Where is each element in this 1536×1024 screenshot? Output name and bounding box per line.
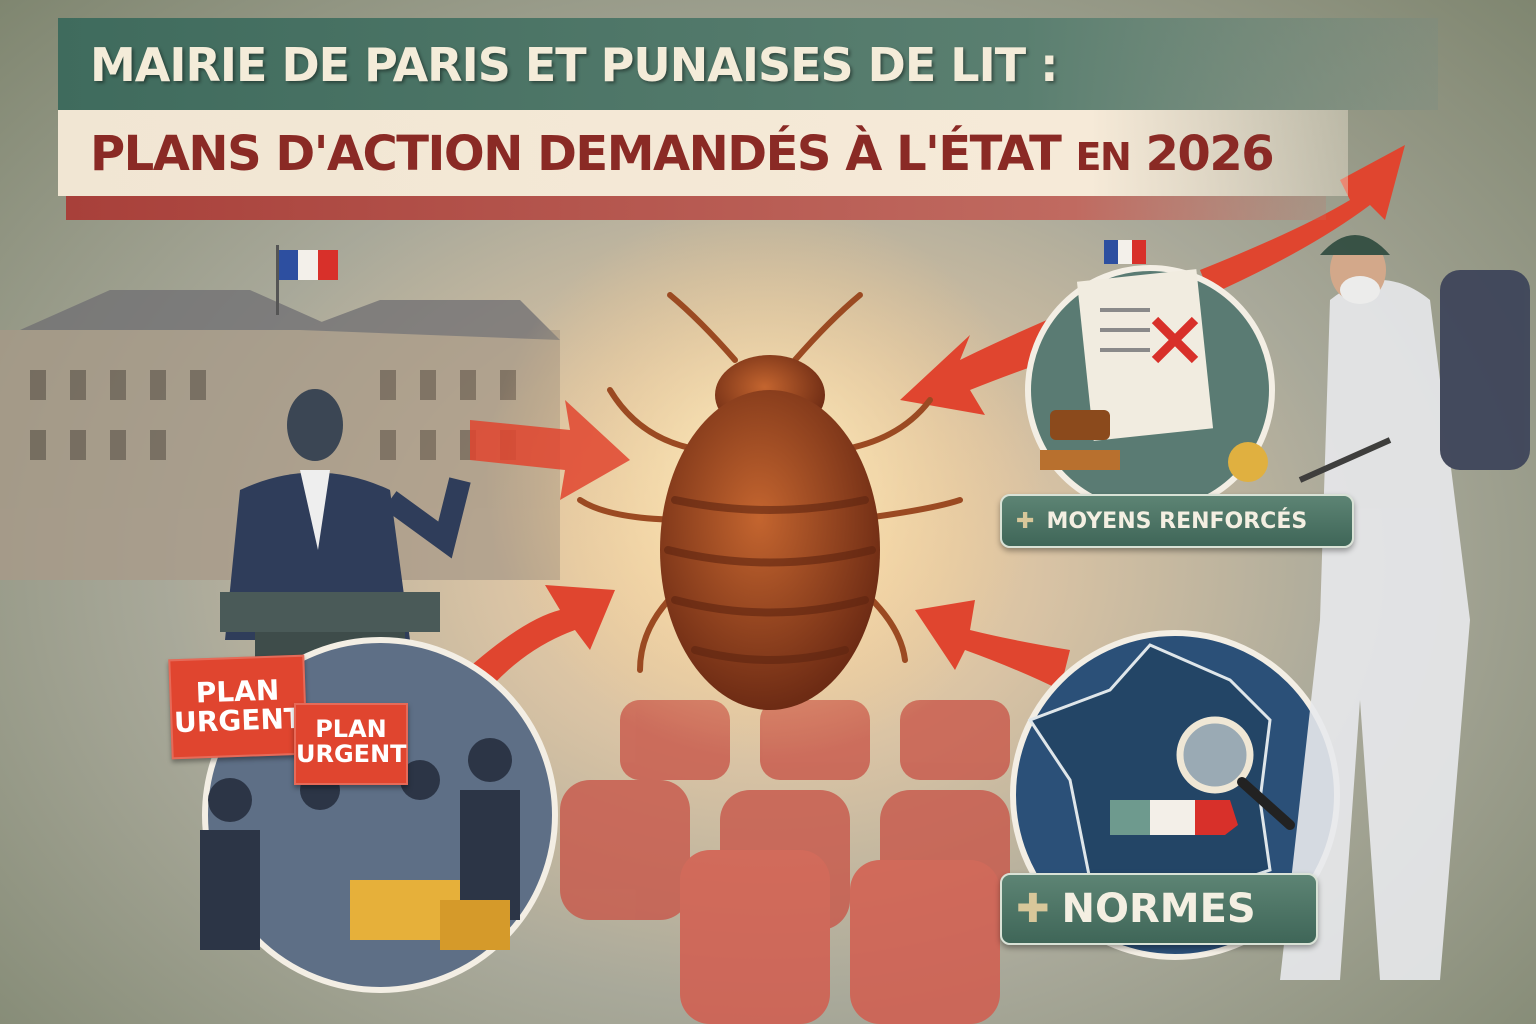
arrow-up-left-icon: [915, 600, 1070, 690]
bed-bug: [577, 292, 963, 710]
french-flag-left: [276, 245, 338, 315]
plus-icon: ✚: [1016, 508, 1035, 534]
arrow-up-right-icon: [455, 585, 615, 700]
arrow-right-icon: [470, 400, 630, 500]
tag-moyens-renforces: ✚ MOYENS RENFORCÉS: [1000, 494, 1354, 548]
title-main: PLANS D'ACTION DEMANDÉS À L'ÉTAT: [90, 126, 1062, 182]
magnifier-icon: [1176, 716, 1254, 794]
tag-label: MOYENS RENFORCÉS: [1046, 508, 1308, 534]
french-flag-right: [1104, 240, 1146, 264]
protest-sign-2: PLAN URGENT: [294, 703, 408, 785]
arrow-trend-up-icon: [1200, 145, 1405, 295]
gavel-icon: [1050, 410, 1110, 440]
justice-circle: [1025, 265, 1275, 515]
pest-control-worker: [1280, 235, 1530, 980]
sign-text: PLAN: [315, 715, 387, 743]
title-year: 2026: [1145, 126, 1275, 182]
title-small: EN: [1075, 135, 1132, 179]
tag-normes: ✚ NORMES: [1000, 873, 1318, 945]
sign-text: URGENT: [173, 702, 304, 740]
title-banner-top: MAIRIE DE PARIS ET PUNAISES DE LIT :: [58, 18, 1438, 110]
title-banner-middle: PLANS D'ACTION DEMANDÉS À L'ÉTAT EN 2026: [58, 110, 1348, 196]
protest-sign-1: PLAN URGENT: [168, 654, 308, 760]
title-banner-red-stripe: [66, 196, 1326, 220]
arrows: [455, 145, 1405, 700]
title-line-1: MAIRIE DE PARIS ET PUNAISES DE LIT :: [90, 38, 1058, 92]
plus-icon: ✚: [1016, 886, 1050, 932]
sign-text: URGENT: [296, 740, 407, 769]
arrow-left-icon: [900, 310, 1080, 415]
tag-label: NORMES: [1061, 886, 1256, 932]
title-line-2: PLANS D'ACTION DEMANDÉS À L'ÉTAT EN 2026: [90, 126, 1275, 182]
